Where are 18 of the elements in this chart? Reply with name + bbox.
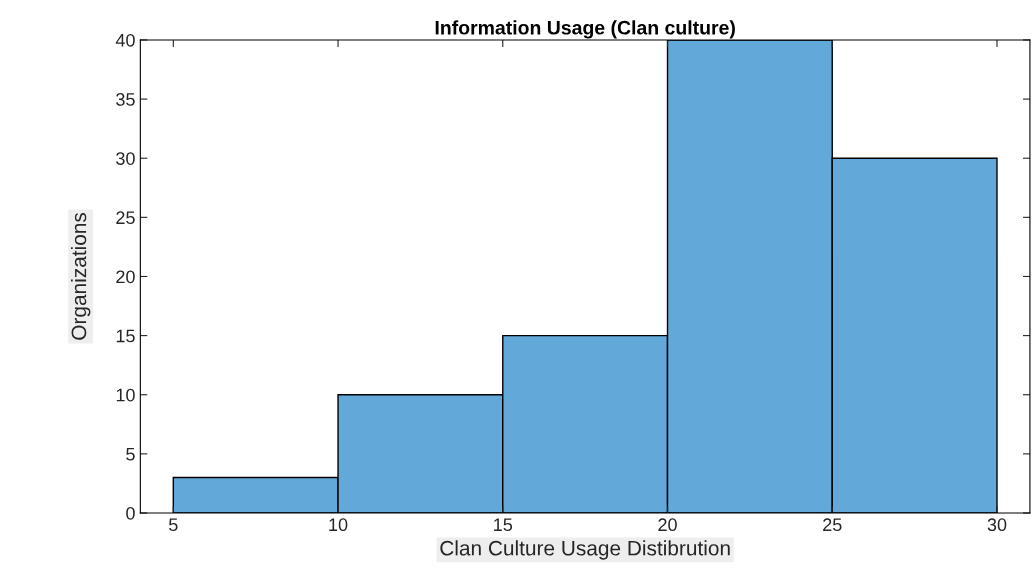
y-tick-label: 40	[115, 33, 135, 47]
y-tick-label: 25	[116, 211, 135, 225]
y-tick-label: 5	[126, 447, 135, 461]
x-tick-label: 15	[494, 518, 513, 532]
x-tick-label: 30	[987, 518, 1007, 532]
y-axis-title: Organizations	[70, 212, 91, 340]
x-axis-title: Clan Culture Usage Distibrution	[440, 540, 730, 560]
chart-title: Information Usage (Clan culture)	[435, 20, 735, 39]
y-tick-label: 10	[116, 388, 135, 402]
x-tick-label: 25	[823, 518, 842, 532]
y-tick-label: 20	[116, 270, 135, 284]
x-tick-label: 10	[329, 518, 348, 532]
y-tick-label: 35	[116, 93, 135, 106]
y-tick-label: 15	[116, 329, 135, 343]
y-tick-label: 0	[126, 506, 135, 520]
y-tick-label: 30	[116, 152, 135, 165]
x-tick-label: 5	[169, 518, 178, 532]
x-tick-label: 20	[658, 518, 677, 532]
